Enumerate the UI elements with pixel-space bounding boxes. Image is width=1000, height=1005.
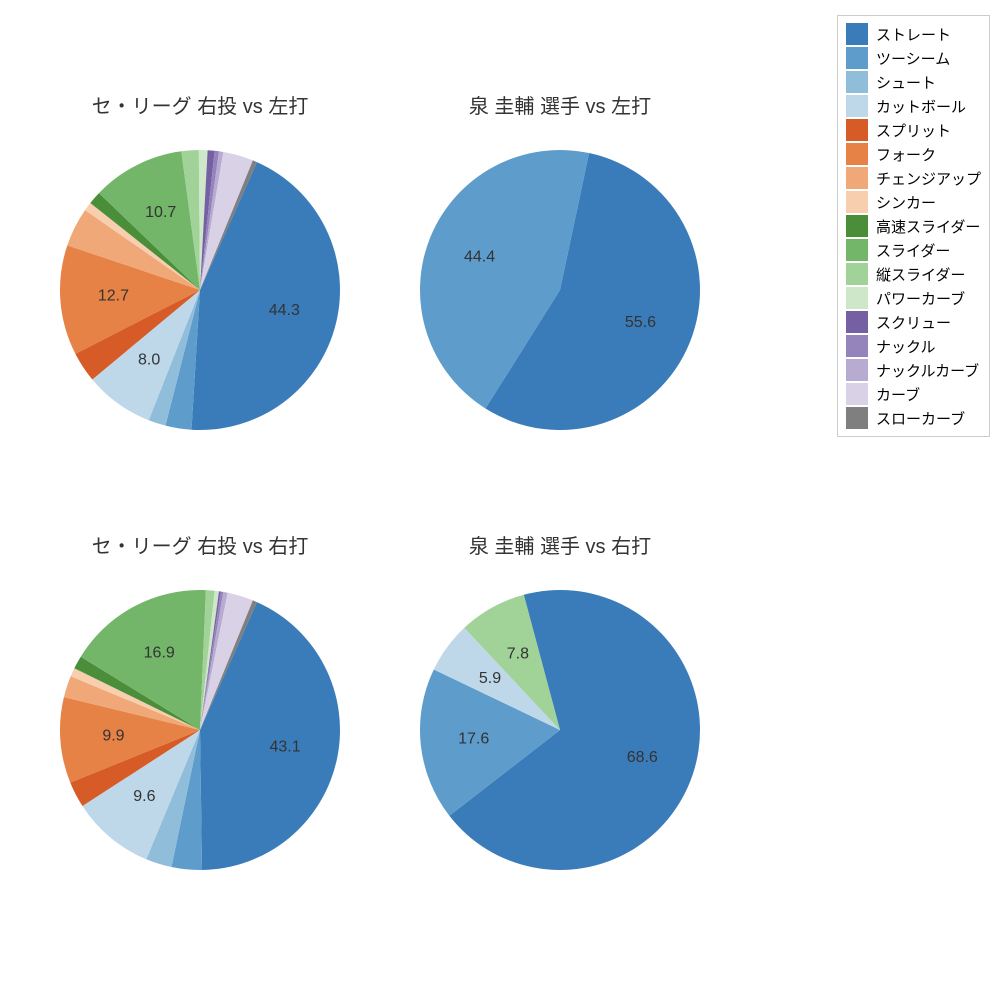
legend-item: パワーカーブ xyxy=(846,286,981,310)
legend-label: ナックルカーブ xyxy=(876,360,979,381)
legend-item: 縦スライダー xyxy=(846,262,981,286)
legend-item: 高速スライダー xyxy=(846,214,981,238)
legend-swatch xyxy=(846,263,868,285)
slice-pct-label: 16.9 xyxy=(144,645,175,662)
slice-pct-label: 12.7 xyxy=(98,288,129,305)
slice-pct-label: 7.8 xyxy=(507,645,529,662)
legend-swatch xyxy=(846,119,868,141)
slice-pct-label: 10.7 xyxy=(145,204,176,221)
legend-label: シンカー xyxy=(876,192,936,213)
legend-swatch xyxy=(846,143,868,165)
legend-swatch xyxy=(846,311,868,333)
legend-swatch xyxy=(846,23,868,45)
legend-box: ストレートツーシームシュートカットボールスプリットフォークチェンジアップシンカー… xyxy=(837,15,990,437)
slice-pct-label: 44.3 xyxy=(269,302,300,319)
legend-item: シンカー xyxy=(846,190,981,214)
legend-item: カットボール xyxy=(846,94,981,118)
legend-item: フォーク xyxy=(846,142,981,166)
legend-label: スプリット xyxy=(876,120,951,141)
chart-title: 泉 圭輔 選手 vs 左打 xyxy=(410,90,710,119)
legend-label: シュート xyxy=(876,72,936,93)
legend-swatch xyxy=(846,47,868,69)
legend-label: カットボール xyxy=(876,96,966,117)
legend-item: ツーシーム xyxy=(846,46,981,70)
slice-pct-label: 44.4 xyxy=(464,249,495,266)
legend-swatch xyxy=(846,167,868,189)
legend-label: パワーカーブ xyxy=(876,288,965,309)
legend-item: シュート xyxy=(846,70,981,94)
legend-swatch xyxy=(846,191,868,213)
slice-pct-label: 17.6 xyxy=(458,730,489,747)
legend-label: フォーク xyxy=(876,144,936,165)
chart-title: セ・リーグ 右投 vs 左打 xyxy=(50,90,350,119)
legend-label: ツーシーム xyxy=(876,48,950,69)
slice-pct-label: 5.9 xyxy=(479,670,501,687)
legend-item: ストレート xyxy=(846,22,981,46)
slice-pct-label: 55.6 xyxy=(625,314,656,331)
legend-swatch xyxy=(846,383,868,405)
legend-label: チェンジアップ xyxy=(876,168,981,189)
legend-item: ナックル xyxy=(846,334,981,358)
legend-item: スクリュー xyxy=(846,310,981,334)
legend-item: ナックルカーブ xyxy=(846,358,981,382)
legend-label: 縦スライダー xyxy=(876,264,965,285)
legend-swatch xyxy=(846,239,868,261)
legend-label: ナックル xyxy=(876,336,936,357)
legend-item: カーブ xyxy=(846,382,981,406)
chart-title: 泉 圭輔 選手 vs 右打 xyxy=(410,530,710,559)
legend-item: スライダー xyxy=(846,238,981,262)
slice-pct-label: 9.9 xyxy=(102,728,124,745)
legend-swatch xyxy=(846,359,868,381)
legend-label: ストレート xyxy=(876,24,951,45)
slice-pct-label: 9.6 xyxy=(133,788,155,805)
slice-pct-label: 8.0 xyxy=(138,352,160,369)
legend-label: 高速スライダー xyxy=(876,216,980,237)
legend-item: スローカーブ xyxy=(846,406,981,430)
slice-pct-label: 43.1 xyxy=(269,739,300,756)
legend-label: スローカーブ xyxy=(876,408,965,429)
legend-item: スプリット xyxy=(846,118,981,142)
slice-pct-label: 68.6 xyxy=(627,749,658,766)
legend-swatch xyxy=(846,407,868,429)
legend-swatch xyxy=(846,215,868,237)
legend-swatch xyxy=(846,287,868,309)
chart-title: セ・リーグ 右投 vs 右打 xyxy=(50,530,350,559)
chart-grid: 44.3 8.0 12.7 10.7 55.6 44.4 43.1 9.6 9.9 16.9 68.… xyxy=(0,0,1000,1000)
legend-label: スライダー xyxy=(876,240,950,261)
legend-item: チェンジアップ xyxy=(846,166,981,190)
legend-label: カーブ xyxy=(876,384,920,405)
legend-swatch xyxy=(846,95,868,117)
legend-swatch xyxy=(846,335,868,357)
legend-swatch xyxy=(846,71,868,93)
legend-label: スクリュー xyxy=(876,312,951,333)
